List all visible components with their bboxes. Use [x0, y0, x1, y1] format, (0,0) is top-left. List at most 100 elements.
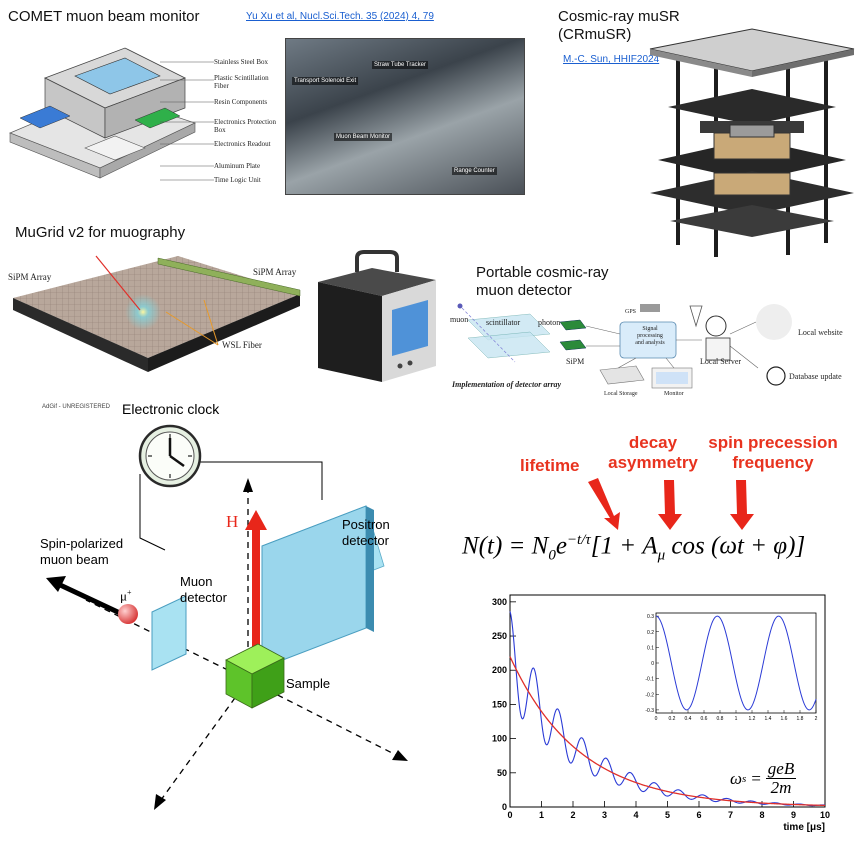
lifetime-label: lifetime [520, 456, 580, 475]
y-tick-label: 0 [502, 802, 507, 812]
watermark: AdGif - UNREGISTERED [42, 404, 111, 410]
inset-x-tick-label: 1.4 [765, 716, 772, 722]
comet-label: Stainless Steel Box [214, 58, 269, 66]
formula-lhs: N(t) = N [462, 532, 549, 560]
mugrid-electronics-box [318, 250, 436, 382]
formula-tail: cos (ωt + φ)] [665, 532, 806, 560]
spin-line1: spin precession [708, 433, 838, 452]
comet-photo: Transport Solenoid Exit Straw Tube Track… [285, 38, 525, 195]
portable-detector-schematic [457, 303, 792, 389]
inset-x-tick-label: 0.8 [717, 716, 724, 722]
inset-x-tick-label: 0.2 [669, 716, 676, 722]
signal-line: and analysis [635, 340, 665, 346]
inset-x-tick-label: 0.6 [701, 716, 708, 722]
portable-local-server-label: Local Server [700, 357, 742, 366]
portable-title-line1: Portable cosmic-ray [476, 264, 609, 281]
comet-label: Time Logic Unit [214, 176, 261, 184]
comet-citation-link[interactable]: Yu Xu et al, Nucl.Sci.Tech. 35 (2024) 4,… [246, 11, 434, 22]
y-tick-label: 50 [497, 768, 507, 778]
inset-y-tick-label: -0.3 [645, 708, 654, 714]
photo-label: Straw Tube Tracker [372, 61, 429, 69]
x-tick-label: 1 [539, 810, 544, 820]
formula-bracket: [1 + A [590, 532, 658, 560]
comet-label: Electronics Readout [214, 140, 271, 148]
omega-num: geB [765, 759, 797, 779]
portable-muon-label: muon [450, 315, 469, 324]
comet-label: Resin Components [214, 98, 268, 106]
y-tick-label: 300 [492, 597, 507, 607]
mugrid-detector-drawing [13, 255, 301, 372]
y-tick-label: 100 [492, 734, 507, 744]
y-tick-label: 150 [492, 699, 507, 709]
series-envelope-line [509, 656, 826, 807]
inset-x-tick-label: 1.2 [749, 716, 756, 722]
electronic-clock-label: Electronic clock [122, 401, 220, 417]
y-tick-label: 200 [492, 665, 507, 675]
decay-asymmetry-label: decay asymmetry [598, 433, 708, 473]
portable-scintillator-label: scintillator [486, 318, 521, 327]
positron-detector-label: Positron detector [342, 517, 390, 549]
mugrid-wsl-label: WSL Fiber [222, 340, 262, 350]
comet-label: Aluminum Plate [214, 162, 261, 170]
inset-y-tick-label: 0.1 [647, 645, 654, 651]
signal-line: Signal [642, 326, 658, 332]
positron-line2: detector [342, 533, 389, 548]
positron-line1: Positron [342, 517, 390, 532]
omega-den: 2m [770, 778, 792, 797]
formula-sub-mu: μ [657, 547, 666, 564]
x-tick-label: 9 [791, 810, 796, 820]
x-axis-label: time [μs] [783, 822, 825, 833]
comet-detector-drawing [9, 47, 196, 179]
portable-local-storage-label: Local Storage [604, 391, 638, 397]
inset-asymmetry-line [655, 615, 817, 711]
x-tick-label: 2 [570, 810, 575, 820]
signal-line: processing [637, 333, 663, 339]
omega-lhs: ω [730, 768, 743, 788]
portable-signal-label: Signal processing and analysis [622, 326, 678, 347]
omega-sub: s [742, 772, 747, 785]
mu-charge: + [126, 588, 132, 597]
portable-gps-label: GPS [625, 309, 637, 315]
formula-sub0: 0 [548, 547, 556, 564]
inset-x-tick-label: 1 [735, 716, 738, 722]
comet-title: COMET muon beam monitor [8, 8, 200, 25]
mu-symbol: μ [120, 588, 127, 604]
spin-precession-label: spin precession frequency [688, 433, 858, 473]
x-tick-label: 10 [820, 810, 830, 820]
photo-label: Transport Solenoid Exit [292, 77, 359, 85]
portable-monitor-label: Monitor [664, 391, 684, 397]
inset-x-tick-label: 1.8 [797, 716, 804, 722]
inset-x-tick-label: 1.6 [781, 716, 788, 722]
portable-photon-label: photon [538, 318, 561, 327]
inset-y-tick-label: 0 [651, 661, 654, 667]
crmusr-title: Cosmic-ray muSR (CRmuSR) [558, 8, 680, 44]
sample-label: Sample [286, 676, 331, 691]
photo-label: Muon Beam Monitor [334, 133, 393, 141]
inset-x-tick-label: 0.4 [685, 716, 692, 722]
portable-sipm-label: SiPM [566, 357, 585, 366]
mugrid-title: MuGrid v2 for muography [15, 224, 186, 241]
crmusr-apparatus-drawing [649, 28, 855, 257]
x-tick-label: 8 [759, 810, 764, 820]
photo-label: Range Counter [452, 167, 497, 175]
comet-label: Plastic Scintillation Fiber [214, 74, 269, 90]
beam-line1: Spin-polarized [40, 536, 124, 551]
decay-formula: N(t) = N0e−t/τ[1 + Aμ cos (ωt + φ)] [462, 532, 805, 564]
formula-exponent: −t/τ [566, 532, 591, 548]
inset-y-tick-label: 0.3 [647, 614, 654, 620]
field-label: H [226, 512, 239, 531]
series-oscillation-line [509, 611, 826, 807]
beam-line2: muon beam [40, 552, 109, 567]
muon-det-line1: Muon [180, 574, 213, 589]
portable-title-line2: muon detector [476, 282, 572, 299]
crmusr-citation-link[interactable]: M.-C. Sun, HHIF2024 [563, 54, 660, 65]
portable-title: Portable cosmic-ray muon detector [476, 264, 609, 300]
decay-line1: decay [628, 433, 678, 452]
mugrid-sipm-right-label: SiPM Array [253, 267, 297, 277]
comet-label: Electronics Protection Box [214, 118, 277, 134]
inset-x-tick-label: 0 [655, 716, 658, 722]
crmusr-title-line2: (CRmuSR) [558, 26, 632, 43]
inset-y-tick-label: 0.2 [647, 630, 654, 636]
